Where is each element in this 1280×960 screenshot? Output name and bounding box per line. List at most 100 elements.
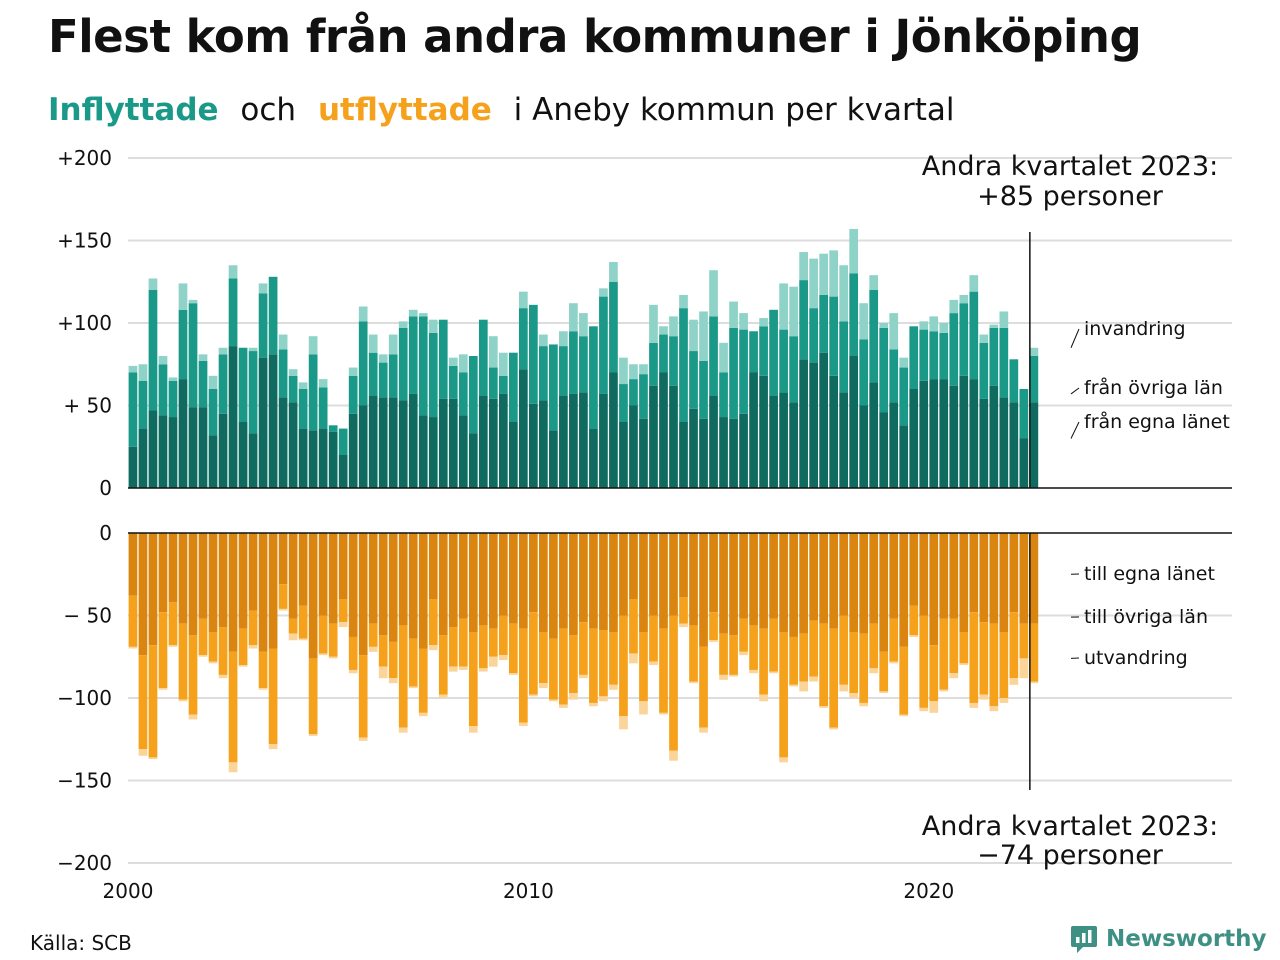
bar-out-till-egna-lanet bbox=[859, 533, 869, 634]
bar-in-invandring bbox=[859, 303, 869, 340]
bar-in-invandring bbox=[829, 250, 839, 297]
bar-in-invandring bbox=[879, 323, 889, 328]
bar-in-fran-ovriga-lan bbox=[649, 342, 658, 386]
bar-out-till-ovriga-lan bbox=[198, 618, 208, 656]
bar-in-fran-egna-lanet bbox=[138, 428, 148, 488]
bar-out-till-ovriga-lan bbox=[849, 632, 859, 694]
bar-in-invandring bbox=[789, 286, 798, 337]
bar-in-fran-egna-lanet bbox=[168, 417, 178, 488]
bar-in-invandring bbox=[228, 265, 238, 279]
bar-out-utvandring bbox=[138, 749, 148, 756]
bar-out-till-egna-lanet bbox=[518, 533, 528, 629]
bar-out-utvandring bbox=[779, 757, 788, 763]
bar-in-fran-ovriga-lan bbox=[358, 321, 368, 406]
bar-in-fran-ovriga-lan bbox=[579, 336, 588, 393]
bar-in-fran-ovriga-lan bbox=[428, 332, 438, 418]
bar-in-fran-egna-lanet bbox=[1019, 438, 1029, 488]
y-tick-label-top: 0 bbox=[99, 476, 112, 500]
bar-in-fran-egna-lanet bbox=[158, 415, 168, 488]
bar-out-till-ovriga-lan bbox=[248, 610, 258, 646]
bar-out-till-egna-lanet bbox=[448, 533, 458, 628]
bar-in-fran-egna-lanet bbox=[829, 375, 839, 488]
bar-in-fran-ovriga-lan bbox=[148, 290, 158, 411]
bar-in-invandring bbox=[388, 334, 398, 355]
bar-in-fran-ovriga-lan bbox=[939, 332, 949, 380]
bar-out-till-ovriga-lan bbox=[679, 597, 688, 624]
bar-out-utvandring bbox=[488, 656, 498, 667]
bar-out-till-egna-lanet bbox=[238, 533, 248, 629]
bar-in-fran-egna-lanet bbox=[849, 356, 859, 488]
bar-out-till-egna-lanet bbox=[559, 533, 568, 629]
bar-out-till-ovriga-lan bbox=[829, 628, 839, 728]
bar-in-fran-ovriga-lan bbox=[348, 375, 358, 414]
bar-in-fran-ovriga-lan bbox=[539, 346, 548, 401]
annotation-top-line2: +85 personer bbox=[977, 181, 1164, 212]
bar-out-till-egna-lanet bbox=[689, 533, 698, 626]
bar-out-till-egna-lanet bbox=[849, 533, 859, 632]
bar-out-till-ovriga-lan bbox=[699, 646, 708, 728]
bar-in-fran-ovriga-lan bbox=[238, 347, 248, 422]
bar-out-utvandring bbox=[659, 712, 668, 715]
bar-out-till-ovriga-lan bbox=[388, 641, 398, 679]
bar-in-fran-egna-lanet bbox=[699, 418, 708, 488]
bar-out-till-ovriga-lan bbox=[569, 635, 578, 694]
bar-in-invandring bbox=[959, 294, 969, 304]
bar-out-till-egna-lanet bbox=[759, 533, 768, 629]
bar-out-till-ovriga-lan bbox=[148, 645, 158, 758]
subtitle-rest: i Aneby kommun per kvartal bbox=[513, 92, 955, 128]
bar-in-invandring bbox=[358, 306, 368, 322]
bar-in-fran-egna-lanet bbox=[619, 422, 628, 488]
bar-out-utvandring bbox=[989, 706, 999, 712]
bar-in-fran-ovriga-lan bbox=[288, 375, 298, 403]
bar-out-till-ovriga-lan bbox=[318, 615, 328, 654]
bar-out-utvandring bbox=[478, 668, 488, 672]
bar-out-till-ovriga-lan bbox=[208, 632, 218, 662]
bar-in-fran-ovriga-lan bbox=[749, 331, 758, 373]
bar-in-fran-egna-lanet bbox=[599, 393, 608, 488]
bar-in-invandring bbox=[619, 357, 628, 385]
bar-out-utvandring bbox=[879, 691, 889, 694]
bar-in-fran-ovriga-lan bbox=[589, 326, 598, 429]
bar-in-fran-ovriga-lan bbox=[889, 349, 899, 403]
bar-out-till-ovriga-lan bbox=[518, 628, 528, 723]
bar-in-fran-egna-lanet bbox=[278, 397, 288, 488]
bar-in-fran-ovriga-lan bbox=[378, 362, 388, 398]
source-note: Källa: SCB bbox=[30, 931, 132, 955]
bar-out-utvandring bbox=[539, 683, 548, 689]
bar-out-utvandring bbox=[709, 640, 718, 642]
bar-in-fran-ovriga-lan bbox=[729, 327, 738, 419]
bar-out-utvandring bbox=[739, 651, 748, 656]
bar-in-invandring bbox=[839, 265, 849, 322]
bar-in-invandring bbox=[799, 252, 808, 281]
bar-out-till-egna-lanet bbox=[899, 533, 909, 647]
bar-out-till-egna-lanet bbox=[879, 533, 889, 652]
bar-out-till-ovriga-lan bbox=[158, 612, 168, 689]
series-label-in: från övriga län bbox=[1084, 376, 1223, 399]
bar-in-fran-ovriga-lan bbox=[709, 316, 718, 396]
bar-in-fran-ovriga-lan bbox=[318, 387, 328, 429]
bar-out-utvandring bbox=[829, 727, 839, 730]
bar-out-utvandring bbox=[949, 673, 959, 679]
bar-in-fran-egna-lanet bbox=[569, 393, 578, 488]
bar-out-utvandring bbox=[348, 669, 358, 674]
bar-out-till-egna-lanet bbox=[358, 533, 368, 656]
bar-out-utvandring bbox=[288, 633, 298, 641]
bar-in-fran-egna-lanet bbox=[428, 417, 438, 488]
bar-in-invandring bbox=[869, 275, 879, 290]
bar-in-fran-ovriga-lan bbox=[569, 331, 578, 394]
bar-in-fran-egna-lanet bbox=[799, 359, 808, 488]
bar-out-till-ovriga-lan bbox=[649, 615, 658, 662]
y-tick-label-bottom: 0 bbox=[99, 521, 112, 545]
bar-out-till-ovriga-lan bbox=[639, 632, 648, 702]
bar-in-invandring bbox=[418, 313, 428, 317]
bar-out-utvandring bbox=[529, 694, 538, 697]
bar-out-till-ovriga-lan bbox=[1009, 612, 1019, 679]
bar-in-fran-ovriga-lan bbox=[999, 327, 1009, 398]
bar-in-invandring bbox=[398, 321, 408, 328]
bar-out-till-egna-lanet bbox=[268, 533, 278, 649]
bar-in-fran-ovriga-lan bbox=[278, 349, 288, 398]
bar-out-till-egna-lanet bbox=[949, 533, 959, 619]
bar-out-till-egna-lanet bbox=[549, 533, 558, 639]
bar-in-fran-egna-lanet bbox=[488, 398, 498, 488]
